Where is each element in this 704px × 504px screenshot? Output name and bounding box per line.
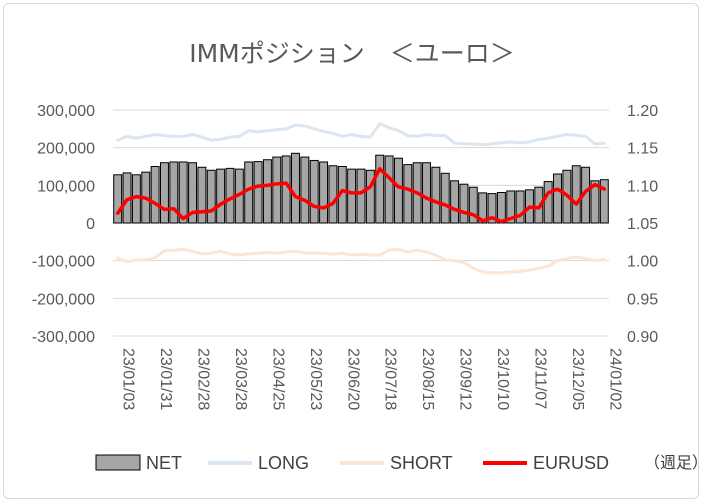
left-tick-label: -200,000: [32, 291, 95, 308]
series-lines: [115, 122, 607, 275]
net-bar: [197, 166, 207, 224]
net-bar: [375, 154, 385, 224]
right-tick-label: 1.10: [627, 178, 658, 195]
x-tick-label: 23/10/10: [494, 348, 511, 410]
net-bar: [309, 159, 319, 224]
net-bar: [440, 172, 450, 224]
right-tick-label: 1.15: [627, 141, 658, 158]
net-bar: [422, 162, 431, 224]
net-bar: [384, 155, 394, 224]
net-bar: [468, 186, 478, 224]
net-bar: [403, 164, 413, 224]
net-bar: [291, 152, 300, 224]
x-tick-label: 23/02/28: [195, 348, 212, 410]
legend-label-long: LONG: [258, 453, 309, 473]
legend: NET LONG SHORT EURUSD （週足）: [95, 453, 704, 473]
net-bar: [571, 165, 581, 224]
net-bar: [599, 179, 609, 224]
left-tick-label: -300,000: [32, 329, 95, 346]
period-note: （週足）: [644, 453, 704, 472]
series-line-eurusd: [115, 167, 607, 224]
legend-label-eurusd: EURUSD: [533, 453, 609, 473]
legend-label-net: NET: [146, 453, 182, 473]
gridlines: [113, 109, 609, 337]
right-tick-label: 1.00: [627, 254, 658, 271]
x-tick-label: 23/08/15: [419, 348, 436, 410]
right-tick-label: 1.05: [627, 216, 658, 233]
net-bar: [478, 192, 488, 224]
net-bar: [253, 161, 263, 224]
legend-swatch-net: [95, 454, 141, 471]
left-axis-ticks: 300,000 200,000 100,000 0 -100,000 -200,000 -3…: [32, 103, 95, 346]
net-bar: [150, 166, 160, 224]
chart-frame: [3, 3, 699, 499]
left-tick-label: 200,000: [37, 141, 95, 158]
left-tick-label: 0: [86, 216, 95, 233]
net-bar: [431, 166, 441, 224]
net-bar: [272, 156, 282, 224]
net-bar: [319, 161, 329, 224]
net-bar: [159, 162, 169, 224]
net-bar: [487, 193, 497, 224]
net-bar: [262, 159, 272, 224]
net-bar: [300, 156, 310, 224]
series-line-short: [116, 247, 606, 275]
net-bar: [113, 174, 123, 224]
x-tick-label: 23/12/05: [569, 348, 586, 410]
right-tick-label: 0.95: [627, 291, 658, 308]
left-tick-label: 300,000: [37, 103, 95, 120]
net-bar: [356, 168, 366, 224]
net-bar: [393, 157, 403, 224]
net-bar: [496, 191, 506, 224]
x-tick-label: 23/11/07: [531, 348, 548, 409]
right-tick-label: 0.90: [627, 329, 658, 346]
x-axis-ticks: 23/01/03 23/01/31 23/02/28 23/03/28 23/04/25…: [120, 348, 624, 410]
net-bar: [459, 183, 469, 224]
x-tick-label: 23/01/03: [120, 348, 137, 410]
net-bar: [206, 169, 216, 224]
net-bar: [328, 165, 338, 224]
legend-label-short: SHORT: [390, 453, 453, 473]
net-bar: [347, 168, 357, 224]
net-bar: [169, 161, 179, 224]
net-bar: [553, 173, 562, 224]
x-tick-label: 23/04/25: [269, 348, 286, 410]
net-bar: [450, 180, 460, 224]
net-bar: [178, 161, 188, 224]
net-bar: [216, 168, 226, 224]
net-bar: [188, 162, 198, 224]
left-tick-label: -100,000: [32, 254, 95, 271]
net-bars: [113, 152, 609, 224]
net-bar: [365, 169, 375, 224]
x-tick-label: 23/06/20: [344, 348, 361, 410]
series-line-long: [116, 122, 606, 147]
x-tick-label: 23/05/23: [307, 348, 324, 410]
x-tick-label: 23/09/12: [457, 348, 474, 410]
right-tick-label: 1.20: [627, 103, 658, 120]
net-bar: [543, 181, 553, 224]
chart-title: IMMポジション ＜ユーロ＞: [189, 39, 515, 68]
x-tick-label: 23/07/18: [382, 348, 399, 410]
x-tick-label: 23/03/28: [232, 348, 249, 410]
left-tick-label: 100,000: [37, 178, 95, 195]
net-bar: [506, 190, 516, 224]
net-bar: [515, 190, 525, 224]
x-tick-label: 24/01/02: [606, 348, 623, 410]
right-axis-ticks: 1.20 1.15 1.10 1.05 1.00 0.95 0.90: [627, 103, 658, 346]
net-bar: [590, 180, 600, 224]
x-tick-label: 23/01/31: [157, 348, 174, 410]
